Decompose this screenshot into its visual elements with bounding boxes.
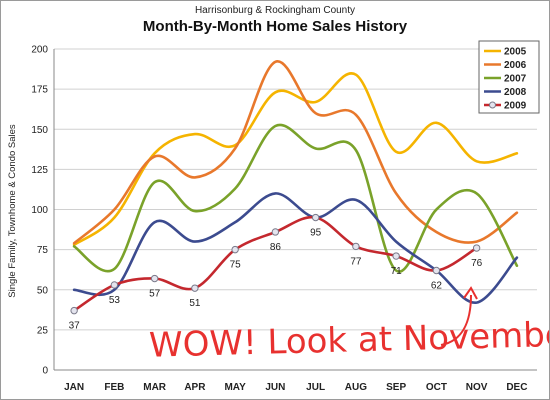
data-point-marker [70, 306, 78, 315]
data-label: 53 [109, 295, 121, 306]
data-point-marker [311, 213, 320, 222]
data-label: 77 [350, 256, 362, 267]
data-labels: 37 53 57 51 75 86 95 77 71 62 76 [69, 228, 483, 332]
y-tick-label: 100 [31, 205, 48, 216]
x-tick-label: DEC [506, 382, 527, 393]
data-label: 51 [189, 298, 201, 309]
data-point-marker [231, 245, 239, 254]
y-tick-label: 200 [31, 45, 48, 56]
series-line-2005 [72, 72, 519, 247]
data-label: 62 [431, 280, 443, 291]
x-tick-label: AUG [345, 382, 367, 393]
series-markers [70, 213, 481, 315]
data-point-marker [472, 244, 481, 252]
x-tick-label: MAY [224, 382, 246, 393]
data-label: 95 [310, 228, 322, 239]
data-point-marker [191, 284, 199, 292]
chart-subtitle: Harrisonburg & Rockingham County [194, 5, 356, 16]
data-label: 71 [391, 266, 403, 277]
data-point-marker [352, 242, 360, 251]
y-axis-label: Single Family, Townhome & Condo Sales [7, 124, 18, 298]
annotation: WOW! Look at November [149, 286, 549, 366]
series-line-2007 [72, 123, 519, 273]
annotation-arrowhead [463, 286, 478, 300]
data-label: 76 [471, 258, 483, 269]
y-tick-label: 75 [37, 245, 49, 256]
y-tick-label: 25 [37, 325, 49, 336]
data-label: 37 [69, 321, 81, 332]
annotation-arrow [440, 294, 472, 346]
legend-marker-2009 [489, 101, 496, 109]
legend-label-2005: 2005 [504, 47, 527, 58]
data-label: 57 [149, 289, 161, 300]
series-lines [72, 60, 519, 312]
data-point-marker [110, 281, 119, 289]
data-point-marker [271, 228, 280, 236]
legend-label-2008: 2008 [504, 87, 527, 98]
x-tick-label: APR [184, 382, 206, 393]
y-tick-label: 50 [37, 285, 49, 296]
legend-label-2006: 2006 [504, 60, 527, 71]
x-tick-label: SEP [386, 382, 406, 393]
chart-title: Month-By-Month Home Sales History [142, 18, 408, 35]
series-line-2008 [72, 192, 519, 304]
x-tick-label: OCT [426, 382, 447, 393]
y-tick-label: 150 [31, 125, 48, 136]
y-tick-label: 0 [42, 366, 48, 377]
data-point-marker [392, 252, 400, 260]
annotation-text: WOW! Look at November [149, 314, 549, 365]
legend: 2005 2006 2007 2008 2009 [478, 40, 540, 114]
x-tick-label: JUL [306, 382, 325, 393]
y-axis-ticks: 0 25 50 75 100 125 150 175 200 [31, 45, 48, 377]
x-tick-label: FEB [104, 382, 124, 393]
x-tick-label: JUN [265, 382, 285, 393]
data-label: 75 [230, 260, 242, 271]
grid-lines [53, 48, 537, 371]
legend-label-2007: 2007 [504, 74, 527, 85]
x-axis-ticks: JAN FEB MAR APR MAY JUN JUL AUG SEP OCT NOV DEC [64, 382, 527, 393]
data-point-marker [150, 274, 159, 283]
data-point-marker [432, 266, 441, 275]
legend-label-2009: 2009 [504, 101, 527, 112]
data-label: 86 [270, 242, 282, 253]
x-tick-label: NOV [466, 382, 488, 393]
series-line-2006 [72, 60, 519, 245]
x-tick-label: MAR [143, 382, 167, 393]
y-tick-label: 125 [31, 165, 48, 176]
y-tick-label: 175 [31, 85, 48, 96]
x-tick-label: JAN [64, 382, 84, 393]
